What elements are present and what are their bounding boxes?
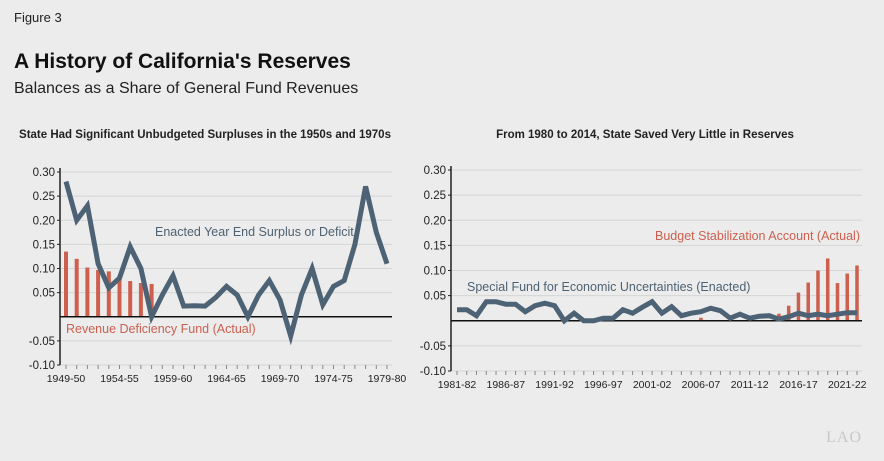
y-tick-label: 0.20 <box>424 215 446 227</box>
bar <box>796 292 801 321</box>
x-tick-label: 1974-75 <box>314 373 353 385</box>
y-tick-label: 0.30 <box>424 165 446 177</box>
bar <box>85 267 90 317</box>
bar <box>786 305 791 321</box>
bar <box>128 281 133 317</box>
x-tick-label: 1986-87 <box>487 379 526 391</box>
x-tick-label: 2021-22 <box>828 379 867 391</box>
x-tick-label: 1954-55 <box>100 373 139 385</box>
y-tick-label: 0.05 <box>33 288 55 300</box>
x-tick-label: 2001-02 <box>633 379 672 391</box>
y-tick-label: -0.10 <box>420 366 446 378</box>
y-tick-label: 0.10 <box>424 266 446 278</box>
x-tick-label: 1969-70 <box>261 373 300 385</box>
x-tick-label: 1996-97 <box>584 379 623 391</box>
y-tick-label: 0.25 <box>33 191 55 203</box>
left-chart-title: State Had Significant Unbudgeted Surplus… <box>19 129 391 141</box>
y-tick-label: 0.30 <box>33 167 55 179</box>
y-tick-label: 0.15 <box>33 239 55 251</box>
series-line <box>63 180 390 346</box>
bar <box>806 282 810 321</box>
bar <box>96 269 101 317</box>
series-line <box>457 298 857 325</box>
y-tick-label: 0.15 <box>424 240 446 252</box>
page-title: A History of California's Reserves <box>14 50 351 73</box>
y-tick-label: -0.05 <box>29 336 55 348</box>
x-tick-label: 2016-17 <box>779 379 818 391</box>
y-tick-label: 0.25 <box>424 190 446 202</box>
y-tick-label: 0.10 <box>33 264 55 276</box>
line-series-label: Special Fund for Economic Uncertainties … <box>467 280 750 294</box>
bar <box>855 265 859 321</box>
line-series-label: Enacted Year End Surplus or Deficit <box>155 225 354 239</box>
x-tick-label: 1979-80 <box>368 373 407 385</box>
bar-series-label: Revenue Deficiency Fund (Actual) <box>66 322 256 336</box>
bar <box>106 271 111 317</box>
x-tick-label: 2011-12 <box>731 379 769 391</box>
x-tick-label: 1964-65 <box>207 373 246 385</box>
bar <box>825 258 830 321</box>
bar <box>835 283 840 321</box>
x-tick-label: 1949-50 <box>47 373 86 385</box>
lao-logo: LAO <box>826 429 862 446</box>
x-tick-label: 2006-07 <box>682 379 721 391</box>
bar <box>816 270 820 321</box>
x-tick-label: 1959-60 <box>154 373 193 385</box>
right-chart-title: From 1980 to 2014, State Saved Very Litt… <box>496 129 794 141</box>
y-tick-label: -0.05 <box>420 341 446 353</box>
x-tick-label: 1981-82 <box>438 379 477 391</box>
bar <box>699 317 703 321</box>
bar <box>845 273 849 321</box>
bar <box>149 283 154 317</box>
page-subtitle: Balances as a Share of General Fund Reve… <box>14 80 359 97</box>
bar <box>138 282 143 317</box>
y-tick-label: 0.20 <box>33 215 55 227</box>
bar-series-label: Budget Stabilization Account (Actual) <box>655 229 860 243</box>
bar <box>64 251 68 317</box>
figure-label: Figure 3 <box>14 10 62 25</box>
y-tick-label: -0.10 <box>29 360 55 372</box>
x-tick-label: 1991-92 <box>535 379 574 391</box>
y-tick-label: 0.05 <box>424 291 446 303</box>
bar <box>74 258 79 317</box>
bar <box>117 275 122 317</box>
